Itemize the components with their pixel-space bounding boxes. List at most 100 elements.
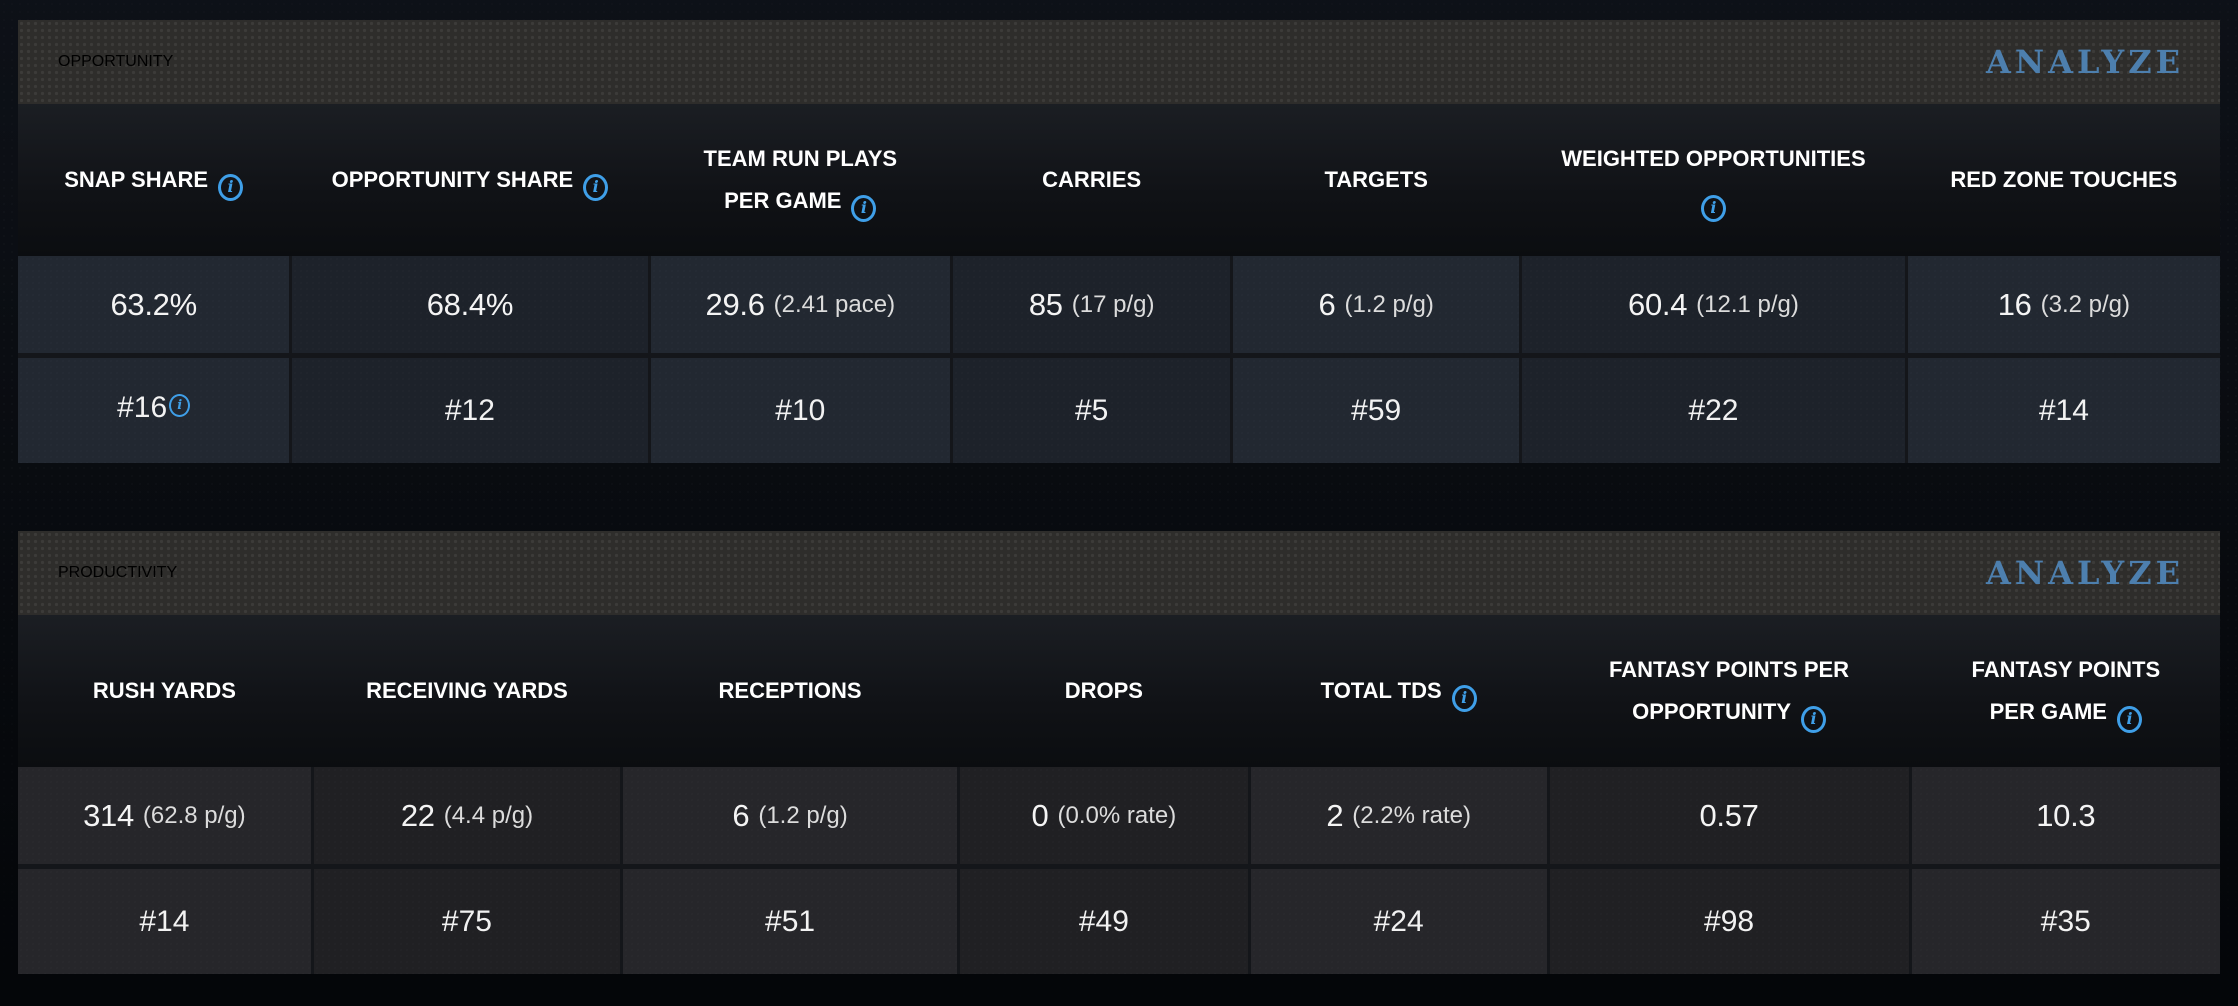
rank-label: #49 bbox=[1078, 904, 1129, 938]
rank-cell: #14 bbox=[1907, 358, 2220, 463]
info-icon[interactable] bbox=[1801, 705, 1826, 733]
stat-value-cell: 16 (3.2 p/g) bbox=[1907, 256, 2220, 353]
rank-label: #16 bbox=[117, 391, 168, 424]
rank-cell: #5 bbox=[953, 358, 1231, 463]
stat-value-cell: 10.3 bbox=[1911, 767, 2220, 864]
stat-note: (1.2 p/g) bbox=[758, 801, 848, 829]
column-header: RECEIVING YARDS bbox=[314, 670, 620, 712]
rank-value: #5 bbox=[1075, 394, 1108, 428]
column-header-label: SNAP SHARE bbox=[64, 167, 209, 193]
rank-cell: #22 bbox=[1522, 358, 1905, 463]
stat-value: 314 bbox=[83, 797, 134, 833]
rank-label: #51 bbox=[765, 904, 816, 938]
stat-value: 6 bbox=[732, 797, 750, 833]
stats-grid: 63.2% 68.4% 29.6 (2.41 pace) 85 (17 p/g) 6 (1.2… bbox=[18, 256, 2220, 463]
column-header: TEAM RUN PLAYS PER GAME bbox=[651, 138, 951, 222]
stat-value-cell: 0.57 bbox=[1549, 767, 1909, 864]
column-header: FANTASY POINTS PER OPPORTUNITY bbox=[1550, 649, 1909, 733]
column-header-label: FANTASY POINTS PER bbox=[1609, 657, 1850, 683]
stat-note: (17 p/g) bbox=[1071, 290, 1155, 318]
rank-value: #98 bbox=[1704, 905, 1754, 939]
rank-value: #12 bbox=[445, 394, 495, 428]
section-header-bar: OPPORTUNITY ANALYZE bbox=[18, 20, 2220, 104]
column-header-line: RECEIVING YARDS bbox=[320, 670, 614, 712]
rank-cell: #59 bbox=[1233, 358, 1520, 463]
column-header-label: TARGETS bbox=[1324, 167, 1428, 193]
column-header-line: FANTASY POINTS PER bbox=[1556, 649, 1903, 691]
info-icon[interactable] bbox=[218, 173, 244, 201]
info-icon[interactable] bbox=[169, 394, 191, 417]
rank-label: #24 bbox=[1373, 904, 1424, 938]
column-header-line: SNAP SHARE bbox=[24, 159, 283, 201]
info-icon[interactable] bbox=[583, 173, 609, 201]
column-header-label: TOTAL TDS bbox=[1320, 678, 1442, 704]
stat-value: 0 bbox=[1031, 797, 1049, 833]
column-header: RUSH YARDS bbox=[18, 670, 311, 712]
column-header: SNAP SHARE bbox=[18, 159, 289, 201]
info-icon[interactable] bbox=[1700, 194, 1726, 222]
section-title: PRODUCTIVITY bbox=[58, 564, 178, 581]
column-header-label: RECEPTIONS bbox=[718, 678, 862, 704]
rank-cell: #51 bbox=[623, 869, 957, 974]
stat-value: 85 bbox=[1028, 286, 1063, 322]
rank-cell: #49 bbox=[959, 869, 1248, 974]
column-header-line: OPPORTUNITY SHARE bbox=[298, 159, 641, 201]
column-header: TARGETS bbox=[1233, 159, 1519, 201]
analyze-button[interactable]: ANALYZE bbox=[1986, 43, 2184, 81]
column-header-label: RUSH YARDS bbox=[92, 678, 236, 704]
column-header-line: DROPS bbox=[966, 670, 1242, 712]
column-header-line bbox=[1528, 180, 1899, 222]
stats-grid: 314 (62.8 p/g) 22 (4.4 p/g) 6 (1.2 p/g) 0 (0.0%… bbox=[18, 767, 2220, 974]
rank-cell: #10 bbox=[650, 358, 951, 463]
column-header-line: OPPORTUNITY bbox=[1556, 691, 1903, 733]
column-header-line: TOTAL TDS bbox=[1257, 670, 1541, 712]
info-icon[interactable] bbox=[851, 194, 877, 222]
stats-panel: OPPORTUNITY ANALYZE SNAP SHARE OPPORTUNITY … bbox=[18, 0, 2220, 463]
column-header-label: RED ZONE TOUCHES bbox=[1950, 167, 2178, 193]
stat-value-cell: 314 (62.8 p/g) bbox=[18, 767, 311, 864]
column-header-line: FANTASY POINTS bbox=[1918, 649, 2214, 691]
stat-value-cell: 68.4% bbox=[292, 256, 648, 353]
rank-label: #75 bbox=[441, 904, 492, 938]
info-icon[interactable] bbox=[1451, 684, 1477, 712]
column-header-line: RECEPTIONS bbox=[629, 670, 951, 712]
stat-value-cell: 22 (4.4 p/g) bbox=[313, 767, 621, 864]
rank-value: #22 bbox=[1688, 394, 1738, 428]
rank-label: #14 bbox=[2038, 393, 2089, 427]
rank-cell: #16 bbox=[18, 358, 290, 463]
stat-note: (4.4 p/g) bbox=[443, 801, 534, 829]
column-header-line: CARRIES bbox=[959, 159, 1224, 201]
column-header: DROPS bbox=[960, 670, 1248, 712]
column-header: RED ZONE TOUCHES bbox=[1908, 159, 2220, 201]
column-header: CARRIES bbox=[953, 159, 1230, 201]
stat-value-cell: 63.2% bbox=[18, 256, 290, 353]
column-header-label: OPPORTUNITY SHARE bbox=[331, 167, 574, 193]
stat-value: 22 bbox=[400, 797, 435, 833]
info-icon[interactable] bbox=[2116, 705, 2142, 733]
stat-note: (62.8 p/g) bbox=[142, 801, 246, 829]
stats-page: OPPORTUNITY ANALYZE SNAP SHARE OPPORTUNITY … bbox=[0, 0, 2238, 974]
analyze-button[interactable]: ANALYZE bbox=[1986, 554, 2184, 592]
stat-value: 60.4 bbox=[1628, 286, 1688, 322]
rank-label: #35 bbox=[2040, 904, 2091, 938]
column-header-line: PER GAME bbox=[1918, 691, 2214, 733]
stat-value-cell: 60.4 (12.1 p/g) bbox=[1522, 256, 1905, 353]
rank-cell: #14 bbox=[18, 869, 311, 974]
column-header-label: FANTASY POINTS bbox=[1971, 657, 2161, 683]
stat-note: (1.2 p/g) bbox=[1344, 290, 1434, 318]
stat-note: (2.41 pace) bbox=[773, 290, 896, 318]
rank-value: #10 bbox=[775, 394, 825, 428]
column-header: TOTAL TDS bbox=[1251, 670, 1547, 712]
stat-value: 0.57 bbox=[1699, 797, 1759, 833]
stat-note: (12.1 p/g) bbox=[1696, 290, 1799, 318]
column-header-row: SNAP SHARE OPPORTUNITY SHARE TEAM RUN PLAY… bbox=[18, 104, 2220, 256]
column-header-label: WEIGHTED OPPORTUNITIES bbox=[1561, 146, 1866, 172]
column-header: OPPORTUNITY SHARE bbox=[292, 159, 647, 201]
section-title: OPPORTUNITY bbox=[58, 53, 174, 70]
stat-value: 16 bbox=[1997, 286, 2032, 322]
column-header-label: PER GAME bbox=[724, 188, 842, 213]
rank-label: #5 bbox=[1074, 393, 1109, 427]
stat-value: 2 bbox=[1326, 797, 1344, 833]
column-header: FANTASY POINTS PER GAME bbox=[1912, 649, 2220, 733]
rank-value: #59 bbox=[1351, 394, 1401, 428]
